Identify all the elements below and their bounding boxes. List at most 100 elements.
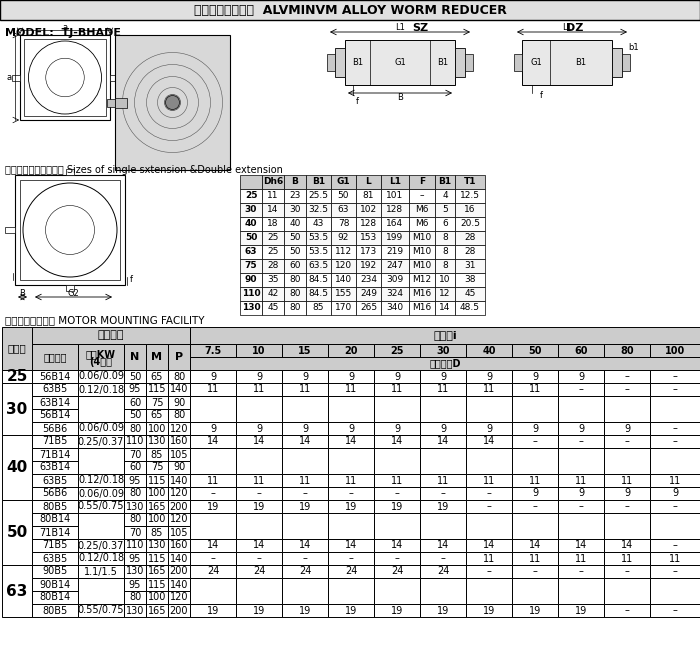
Bar (32, 409, 78, 422)
Bar (328, 500, 374, 513)
Bar (331, 231, 356, 245)
Text: 11: 11 (483, 476, 495, 486)
Bar (465, 54, 473, 71)
Bar (622, 54, 630, 71)
Bar (110, 75, 118, 81)
Text: 110: 110 (126, 437, 144, 447)
Text: 140: 140 (335, 276, 352, 285)
Text: –: – (211, 489, 216, 499)
Bar (284, 301, 306, 315)
Bar (284, 175, 306, 189)
Bar (335, 48, 345, 77)
Bar (78, 500, 124, 513)
Bar (236, 500, 282, 513)
Bar (282, 539, 328, 552)
Bar (146, 461, 168, 474)
Text: L1: L1 (395, 23, 405, 32)
Text: 63B5: 63B5 (43, 554, 68, 564)
Bar (12, 75, 20, 81)
Text: 95: 95 (129, 554, 141, 564)
Bar (374, 383, 420, 396)
Bar (168, 396, 190, 409)
Bar (124, 500, 146, 513)
Text: 鋁合金蝸輪減速機  ALVMINVM ALLOY WORM REDUCER: 鋁合金蝸輪減速機 ALVMINVM ALLOY WORM REDUCER (194, 3, 506, 16)
Text: 75: 75 (150, 463, 163, 473)
Bar (409, 203, 435, 217)
Text: 80: 80 (129, 424, 141, 434)
Bar (78, 565, 124, 578)
Text: 50: 50 (129, 411, 141, 421)
Text: 9: 9 (302, 372, 308, 382)
Text: 18: 18 (267, 220, 279, 229)
Bar (190, 500, 236, 513)
Text: 43: 43 (313, 220, 324, 229)
Text: F: F (419, 177, 425, 187)
Bar (78, 448, 124, 474)
Text: 115: 115 (148, 554, 167, 564)
Text: 65: 65 (150, 372, 163, 382)
Text: –: – (395, 489, 400, 499)
Bar (66, 169, 74, 175)
Text: 9: 9 (532, 424, 538, 434)
Text: M10: M10 (412, 248, 432, 257)
Bar (328, 513, 374, 539)
Text: 100: 100 (148, 515, 166, 525)
Text: B: B (292, 177, 298, 187)
Text: 90: 90 (245, 276, 258, 285)
Bar (328, 474, 374, 487)
Bar (236, 565, 282, 578)
Bar (282, 513, 328, 539)
Bar (512, 487, 558, 500)
Text: –: – (624, 385, 629, 395)
Bar (356, 287, 381, 301)
Text: 25: 25 (245, 192, 258, 200)
Text: 56B14: 56B14 (39, 372, 71, 382)
Text: 14: 14 (253, 437, 265, 447)
Bar (512, 539, 558, 552)
Text: 14: 14 (440, 304, 451, 313)
Text: 25: 25 (267, 248, 279, 257)
Text: 0.55/0.75: 0.55/0.75 (78, 606, 125, 616)
Bar (328, 487, 374, 500)
Bar (282, 344, 328, 357)
Bar (32, 513, 78, 526)
Text: 11: 11 (391, 476, 403, 486)
Text: 11: 11 (391, 385, 403, 395)
Bar (435, 231, 455, 245)
Bar (168, 344, 190, 370)
Text: L1: L1 (562, 23, 572, 32)
Text: 90: 90 (173, 398, 185, 408)
Text: 30: 30 (436, 346, 449, 356)
Text: DZ: DZ (566, 23, 584, 33)
Bar (409, 287, 435, 301)
Text: M10: M10 (412, 261, 432, 270)
Bar (512, 565, 558, 578)
Bar (262, 273, 284, 287)
Text: 192: 192 (360, 261, 377, 270)
Bar (420, 370, 466, 383)
Text: 170: 170 (335, 304, 352, 313)
Bar (284, 203, 306, 217)
Text: 11: 11 (669, 476, 681, 486)
Bar (455, 175, 485, 189)
Bar (115, 35, 230, 170)
Text: 40: 40 (482, 346, 496, 356)
Text: 40: 40 (245, 220, 258, 229)
Text: 9: 9 (348, 372, 354, 382)
Bar (558, 539, 604, 552)
Text: 75: 75 (245, 261, 258, 270)
Bar (262, 259, 284, 273)
Bar (356, 217, 381, 231)
Text: –: – (579, 567, 583, 577)
Bar (236, 344, 282, 357)
Bar (2, 383, 32, 435)
Bar (190, 344, 236, 357)
Bar (420, 604, 466, 617)
Bar (190, 604, 236, 617)
Bar (282, 500, 328, 513)
Text: 0.06/0.09: 0.06/0.09 (78, 489, 124, 499)
Text: 0.06/0.09: 0.06/0.09 (78, 372, 124, 382)
Bar (124, 448, 146, 461)
Bar (146, 396, 168, 409)
Bar (331, 189, 356, 203)
